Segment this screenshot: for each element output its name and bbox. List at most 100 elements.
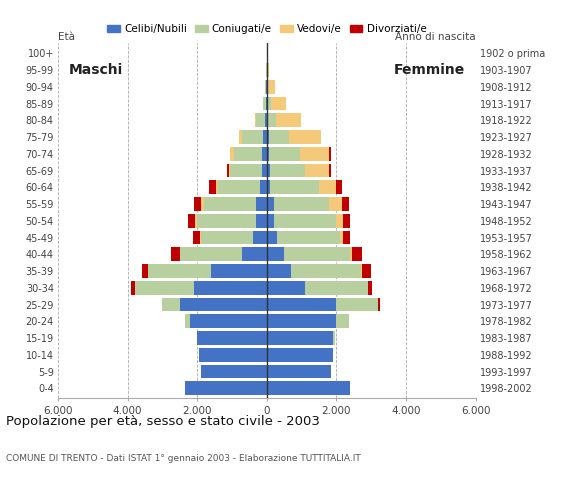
Bar (142, 264, 148, 278)
Bar (361, 264, 362, 278)
Bar (135, 281, 194, 295)
Bar (195, 214, 197, 228)
Bar (319, 180, 336, 194)
Bar (199, 348, 267, 362)
Bar (230, 147, 234, 161)
Bar (194, 281, 267, 295)
Bar (267, 298, 336, 312)
Bar (340, 231, 343, 244)
Bar (329, 197, 342, 211)
Bar (262, 164, 267, 178)
Bar (266, 96, 267, 110)
Bar (263, 130, 267, 144)
Bar (180, 298, 267, 312)
Bar (267, 147, 269, 161)
Bar (267, 180, 270, 194)
Bar (265, 113, 267, 127)
Bar (197, 214, 256, 228)
Bar (352, 248, 362, 261)
Bar (131, 281, 135, 295)
Bar (329, 147, 331, 161)
Bar (218, 180, 260, 194)
Bar (180, 248, 242, 261)
Bar (267, 164, 270, 178)
Bar (201, 197, 204, 211)
Bar (350, 248, 352, 261)
Bar (270, 180, 319, 194)
Bar (239, 130, 242, 144)
Bar (262, 147, 267, 161)
Bar (336, 298, 378, 312)
Bar (336, 214, 343, 228)
Text: COMUNE DI TRENTO - Dati ISTAT 1° gennaio 2003 - Elaborazione TUTTITALIA.IT: COMUNE DI TRENTO - Dati ISTAT 1° gennaio… (6, 454, 361, 463)
Bar (267, 130, 269, 144)
Bar (263, 96, 266, 110)
Bar (269, 147, 300, 161)
Bar (276, 113, 300, 127)
Text: Maschi: Maschi (68, 63, 123, 77)
Bar (270, 164, 305, 178)
Bar (267, 113, 276, 127)
Bar (200, 231, 201, 244)
Bar (260, 180, 267, 194)
Bar (209, 180, 216, 194)
Bar (343, 214, 350, 228)
Bar (336, 314, 349, 328)
Bar (267, 348, 333, 362)
Bar (305, 281, 368, 295)
Bar (267, 281, 305, 295)
Bar (329, 164, 331, 178)
Bar (227, 164, 229, 178)
Bar (267, 382, 350, 395)
Bar (267, 96, 271, 110)
Bar (211, 264, 267, 278)
Text: Anno di nascita: Anno di nascita (395, 32, 476, 42)
Legend: Celibi/Nubili, Coniugati/e, Vedovi/e, Divorziati/e: Celibi/Nubili, Coniugati/e, Vedovi/e, Di… (103, 20, 430, 38)
Bar (267, 231, 277, 244)
Bar (201, 365, 267, 378)
Bar (267, 248, 284, 261)
Bar (267, 331, 333, 345)
Bar (194, 197, 201, 211)
Text: Età: Età (58, 32, 75, 42)
Bar (343, 231, 350, 244)
Bar (216, 180, 218, 194)
Bar (378, 298, 380, 312)
Bar (171, 248, 180, 261)
Bar (185, 382, 267, 395)
Bar (291, 264, 361, 278)
Bar (289, 130, 321, 144)
Bar (256, 197, 267, 211)
Bar (242, 130, 263, 144)
Bar (362, 264, 371, 278)
Bar (234, 147, 262, 161)
Bar (188, 214, 195, 228)
Bar (274, 197, 329, 211)
Bar (162, 298, 180, 312)
Bar (230, 164, 262, 178)
Bar (204, 197, 256, 211)
Bar (185, 314, 190, 328)
Bar (267, 80, 268, 94)
Bar (193, 231, 200, 244)
Bar (300, 147, 329, 161)
Bar (190, 314, 267, 328)
Bar (242, 248, 267, 261)
Bar (255, 113, 256, 127)
Bar (267, 63, 269, 77)
Bar (342, 197, 349, 211)
Bar (267, 314, 336, 328)
Bar (267, 197, 274, 211)
Bar (267, 264, 291, 278)
Bar (305, 164, 329, 178)
Bar (269, 130, 289, 144)
Bar (229, 164, 230, 178)
Bar (201, 231, 253, 244)
Bar (368, 281, 372, 295)
Bar (267, 214, 274, 228)
Bar (284, 248, 350, 261)
Bar (253, 231, 267, 244)
Bar (256, 113, 265, 127)
Bar (333, 331, 335, 345)
Bar (271, 96, 287, 110)
